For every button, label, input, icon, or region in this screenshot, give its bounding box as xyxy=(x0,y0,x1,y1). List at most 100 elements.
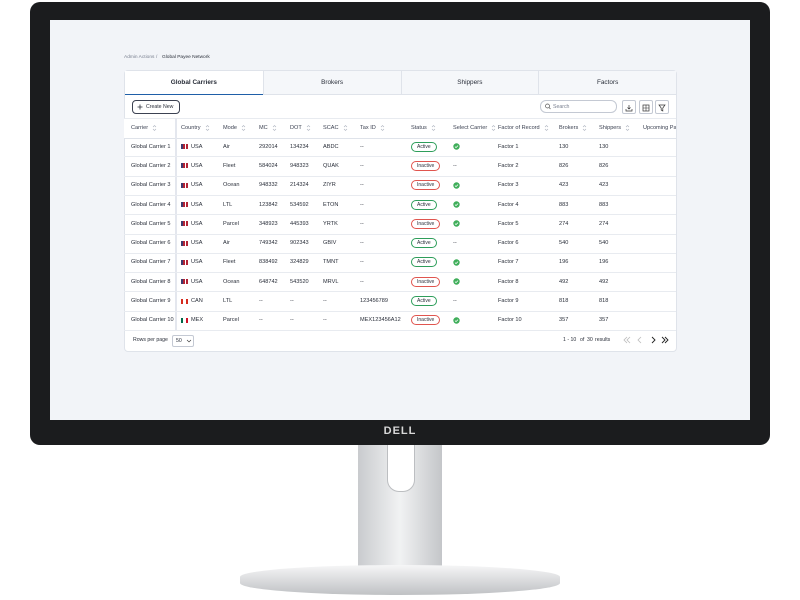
tab-label: Shippers xyxy=(457,79,483,86)
rows-per-page-select[interactable]: 50 xyxy=(172,335,194,347)
tab[interactable]: Global Carriers xyxy=(125,71,263,95)
tab[interactable]: Shippers xyxy=(400,71,539,95)
sort-icon[interactable] xyxy=(241,124,246,132)
first-page-button[interactable] xyxy=(623,336,631,344)
table-cell: 445393 xyxy=(290,220,309,227)
table-cell: -- xyxy=(453,298,457,305)
tab[interactable]: Factors xyxy=(538,71,676,95)
table-cell: 543520 xyxy=(290,278,309,285)
table-cell: Fleet xyxy=(223,259,236,266)
prev-page-button[interactable] xyxy=(637,336,642,344)
columns-button[interactable] xyxy=(639,100,653,114)
table-cell: 130 xyxy=(599,143,609,150)
country-label: USA xyxy=(191,143,203,150)
table-cell: 357 xyxy=(559,317,569,324)
sort-icon[interactable] xyxy=(625,124,630,132)
selected-check-icon[interactable] xyxy=(453,278,460,285)
pagination-range: 1 - 10 xyxy=(563,337,577,343)
breadcrumb-separator: / xyxy=(156,55,158,60)
table-cell: -- xyxy=(360,182,364,189)
table-cell: -- xyxy=(360,220,364,227)
search-box[interactable]: Search xyxy=(540,100,617,113)
selected-check-icon[interactable] xyxy=(453,317,460,324)
breadcrumb-item[interactable]: Admin Actions xyxy=(124,55,155,60)
column-header[interactable]: Select Carrier xyxy=(453,124,488,131)
column-header[interactable]: DOT xyxy=(290,124,302,131)
country-label: USA xyxy=(191,201,203,208)
table-cell: QUAK xyxy=(323,162,339,169)
table-cell: MEX123456A12 xyxy=(360,317,401,324)
sort-icon[interactable] xyxy=(544,124,549,132)
download-button[interactable] xyxy=(622,100,636,114)
sort-icon[interactable] xyxy=(380,124,385,132)
sort-icon[interactable] xyxy=(205,124,210,132)
selected-check-icon[interactable] xyxy=(453,259,460,266)
next-page-button[interactable] xyxy=(651,336,656,344)
country-label: USA xyxy=(191,220,203,227)
table-cell: -- xyxy=(360,162,364,169)
column-header[interactable]: Mode xyxy=(223,124,237,131)
table-cell: 274 xyxy=(559,220,569,227)
column-header[interactable]: Status xyxy=(411,124,427,131)
table-cell: 196 xyxy=(599,259,609,266)
row-divider xyxy=(124,175,676,177)
country-label: USA xyxy=(191,259,203,266)
download-icon xyxy=(625,105,633,112)
table-cell: Factor 8 xyxy=(498,278,519,285)
selected-check-icon[interactable] xyxy=(453,201,460,208)
table-cell: Global Carrier 2 xyxy=(131,162,171,169)
table-cell: 214324 xyxy=(290,182,309,189)
flag-stripe xyxy=(184,182,187,188)
table-cell: Factor 10 xyxy=(498,317,522,324)
column-header[interactable]: Factor of Record xyxy=(498,124,540,131)
sort-icon[interactable] xyxy=(582,124,587,132)
footer-divider xyxy=(124,330,676,331)
table-cell: 324829 xyxy=(290,259,309,266)
table-cell: Parcel xyxy=(223,220,239,227)
create-button[interactable]: Create New xyxy=(132,100,180,114)
country-flag xyxy=(181,240,188,246)
sort-icon[interactable] xyxy=(431,124,436,132)
table-cell: Global Carrier 10 xyxy=(131,317,174,324)
selected-check-icon[interactable] xyxy=(453,220,460,228)
table-cell: 274 xyxy=(599,220,609,227)
row-divider xyxy=(124,156,676,158)
table-cell: 948323 xyxy=(290,162,309,169)
table-cell: 648742 xyxy=(259,278,278,285)
column-header[interactable]: Brokers xyxy=(559,124,579,131)
table-cell: Global Carrier 6 xyxy=(131,240,171,247)
selected-check-icon[interactable] xyxy=(453,182,460,189)
sort-icon[interactable] xyxy=(306,124,311,132)
country-flag xyxy=(181,182,188,188)
column-header[interactable]: MC xyxy=(259,124,268,131)
filter-button[interactable] xyxy=(655,100,669,114)
flag-stripe xyxy=(186,202,188,208)
column-header[interactable]: Shippers xyxy=(599,124,622,131)
column-header[interactable]: Carrier xyxy=(131,124,149,131)
flag-stripe xyxy=(184,279,187,285)
table-cell: Factor 6 xyxy=(498,240,519,247)
row-divider xyxy=(124,291,676,293)
tab[interactable]: Brokers xyxy=(262,71,401,95)
column-header[interactable]: Tax ID xyxy=(360,124,376,131)
table-cell: 492 xyxy=(559,278,569,285)
column-header[interactable]: Upcoming Pay xyxy=(643,124,680,131)
selected-check-icon[interactable] xyxy=(453,143,460,150)
table-cell: Air xyxy=(223,240,230,247)
column-header[interactable]: SCAC xyxy=(323,124,339,131)
table-cell: Global Carrier 9 xyxy=(131,298,171,305)
flag-stripe xyxy=(181,279,183,285)
status-badge: Inactive xyxy=(411,276,441,287)
search-icon xyxy=(545,103,551,110)
status-badge: Active xyxy=(411,199,437,210)
flag-stripe xyxy=(181,182,183,188)
sort-icon[interactable] xyxy=(152,124,157,132)
table-cell: -- xyxy=(259,317,263,324)
sort-icon[interactable] xyxy=(491,124,496,132)
last-page-button[interactable] xyxy=(661,336,669,344)
sort-icon[interactable] xyxy=(343,124,348,132)
table-cell: 292014 xyxy=(259,143,278,150)
sort-icon[interactable] xyxy=(272,124,277,132)
table-cell: -- xyxy=(360,259,364,266)
column-header[interactable]: Country xyxy=(181,124,201,131)
